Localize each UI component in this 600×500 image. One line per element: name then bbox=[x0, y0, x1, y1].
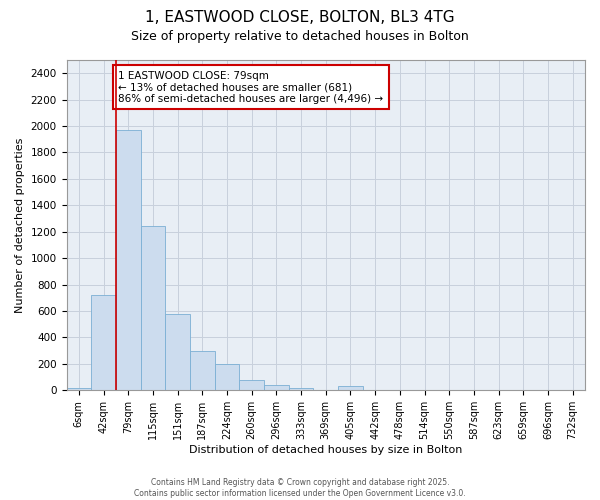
Bar bbox=[190, 350, 215, 391]
Bar bbox=[140, 226, 165, 390]
X-axis label: Distribution of detached houses by size in Bolton: Distribution of detached houses by size … bbox=[189, 445, 463, 455]
Text: 1 EASTWOOD CLOSE: 79sqm
← 13% of detached houses are smaller (681)
86% of semi-d: 1 EASTWOOD CLOSE: 79sqm ← 13% of detache… bbox=[118, 70, 383, 104]
Text: 1, EASTWOOD CLOSE, BOLTON, BL3 4TG: 1, EASTWOOD CLOSE, BOLTON, BL3 4TG bbox=[145, 10, 455, 25]
Bar bbox=[165, 314, 190, 390]
Bar bbox=[239, 380, 264, 390]
Bar bbox=[338, 386, 363, 390]
Text: Contains HM Land Registry data © Crown copyright and database right 2025.
Contai: Contains HM Land Registry data © Crown c… bbox=[134, 478, 466, 498]
Bar bbox=[67, 388, 91, 390]
Bar bbox=[289, 388, 313, 390]
Bar bbox=[264, 385, 289, 390]
Bar bbox=[91, 295, 116, 390]
Y-axis label: Number of detached properties: Number of detached properties bbox=[15, 138, 25, 313]
Bar bbox=[215, 364, 239, 390]
Bar bbox=[116, 130, 140, 390]
Text: Size of property relative to detached houses in Bolton: Size of property relative to detached ho… bbox=[131, 30, 469, 43]
